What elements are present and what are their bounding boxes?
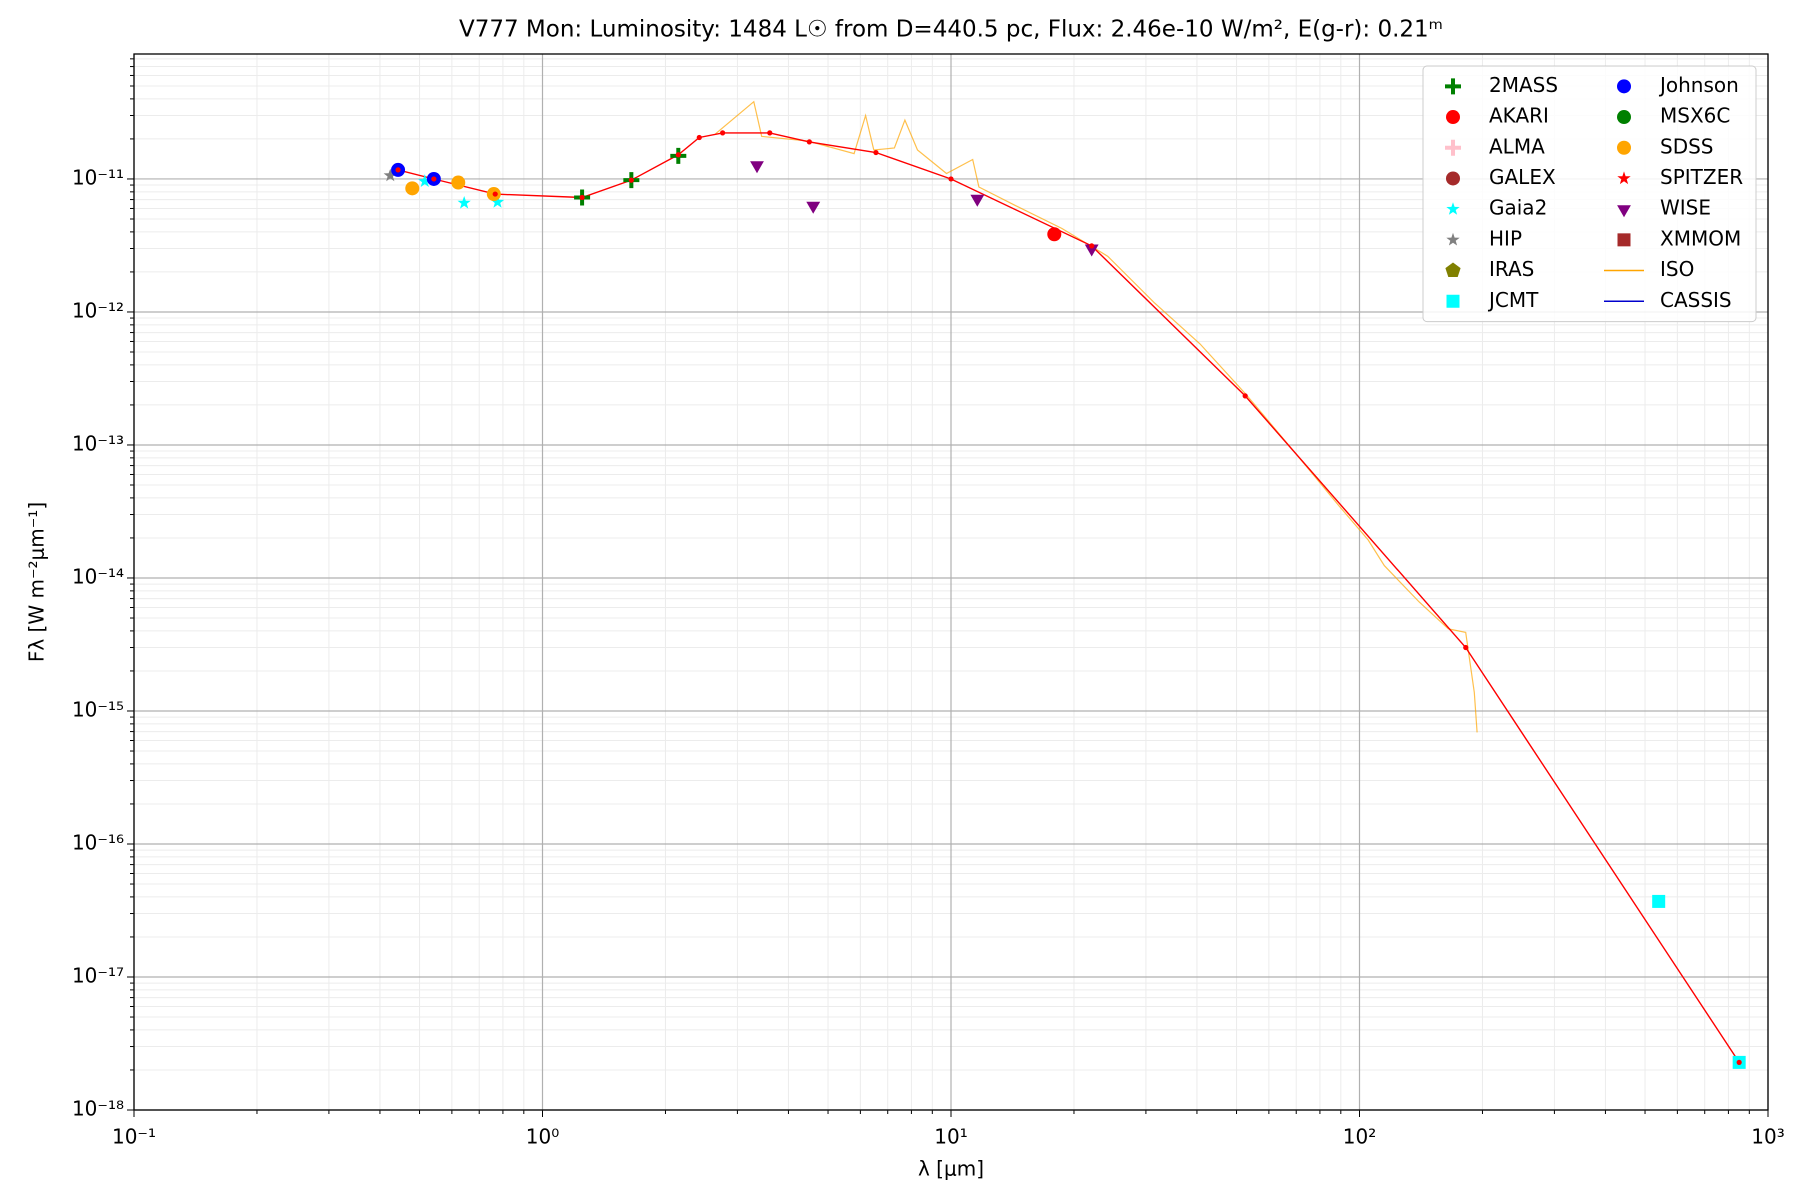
y-tick-label: 10⁻¹⁵ [72, 697, 124, 721]
model-point [720, 130, 726, 136]
legend-label: JCMT [1487, 288, 1539, 312]
x-tick-label: 10³ [1751, 1125, 1784, 1149]
legend-marker [1617, 205, 1631, 218]
legend-label: SPITZER [1660, 165, 1743, 189]
model-point [1242, 393, 1248, 399]
legend-label: Gaia2 [1489, 196, 1547, 220]
model-point [948, 176, 954, 182]
legend-marker [1446, 232, 1460, 246]
legend-marker [1617, 171, 1631, 185]
y-tick-label: 10⁻¹² [72, 298, 124, 322]
data-point [451, 175, 466, 190]
model-point [767, 130, 773, 136]
y-axis-label: Fλ [W m⁻²μm⁻¹] [25, 502, 49, 662]
legend-label: HIP [1489, 226, 1522, 250]
data-point [457, 196, 471, 209]
legend-label: SDSS [1660, 134, 1714, 158]
model-point [1736, 1059, 1742, 1065]
legend-label: XMMOM [1660, 226, 1741, 250]
y-tick-label: 10⁻¹⁷ [72, 963, 124, 987]
x-tick-label: 10⁻¹ [112, 1125, 156, 1149]
legend-label: IRAS [1489, 257, 1534, 281]
x-tick-label: 10⁰ [526, 1125, 559, 1149]
data-point [418, 174, 432, 187]
legend-label: MSX6C [1660, 104, 1730, 128]
y-tick-label: 10⁻¹⁴ [72, 564, 124, 588]
model-point [431, 176, 437, 182]
data-point [970, 194, 985, 207]
axes-frame [133, 53, 1769, 1111]
data-point [383, 168, 397, 182]
legend-marker [1445, 262, 1461, 277]
x-tick-label: 10¹ [934, 1125, 967, 1149]
y-tick-label: 10⁻¹⁶ [72, 830, 124, 854]
legend-marker [1445, 78, 1461, 95]
model-point [628, 177, 634, 183]
chart-title: V777 Mon: Luminosity: 1484 L☉ from D=440… [459, 17, 1443, 43]
plot-area [383, 100, 1746, 1069]
y-tick-label: 10⁻¹⁸ [72, 1097, 124, 1121]
model-point [395, 167, 401, 173]
legend-marker [1446, 202, 1460, 215]
x-tick-label: 10² [1343, 1125, 1376, 1149]
model-point [579, 194, 585, 201]
legend-label: 2MASS [1489, 73, 1558, 97]
legend-marker [1617, 79, 1631, 94]
data-point [405, 181, 420, 196]
model-point [873, 149, 879, 156]
data-point [1084, 244, 1099, 257]
model-point [806, 139, 812, 145]
model-line [397, 132, 1740, 1063]
legend-marker [1445, 139, 1461, 156]
y-tick-label: 10⁻¹³ [72, 431, 124, 455]
legend-marker [1617, 110, 1631, 125]
model-point [675, 152, 681, 158]
legend-marker [1446, 294, 1460, 308]
spectrum-line [715, 100, 1478, 733]
legend-marker [1446, 171, 1460, 186]
legend-marker [1446, 110, 1460, 125]
legend-label: WISE [1660, 196, 1711, 220]
y-tick-label: 10⁻¹¹ [72, 165, 124, 189]
legend-label: Johnson [1658, 73, 1739, 97]
model-point [1463, 644, 1469, 651]
data-point [1652, 894, 1666, 908]
legend-marker [1617, 140, 1631, 155]
data-point [806, 201, 821, 214]
model-point [492, 191, 498, 197]
legend-label: GALEX [1489, 165, 1556, 189]
model-point [696, 134, 702, 141]
x-axis-label: λ [μm] [918, 1157, 984, 1181]
model-point [1089, 243, 1095, 249]
legend-frame [1422, 65, 1757, 323]
legend-label: AKARI [1489, 104, 1549, 128]
data-point [490, 195, 505, 208]
legend-label: ISO [1660, 257, 1694, 281]
data-point [1047, 227, 1062, 242]
legend: 2MASS AKARI ALMA GALEX Gaia2 HIP IRAS JCMT Johns… [1422, 65, 1757, 323]
data-point [750, 161, 764, 174]
legend-label: CASSIS [1660, 288, 1732, 312]
legend-label: ALMA [1489, 134, 1545, 158]
legend-marker [1617, 233, 1631, 247]
